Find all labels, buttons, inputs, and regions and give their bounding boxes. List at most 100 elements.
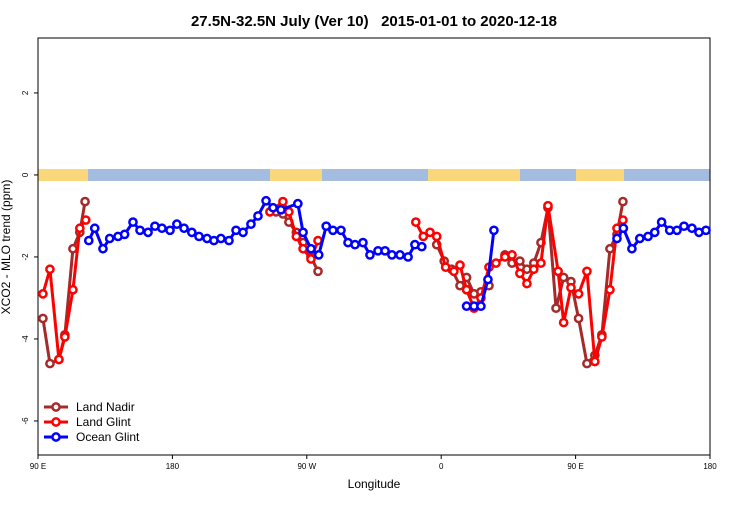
- point: [558, 317, 569, 328]
- point: [45, 264, 55, 275]
- point: [573, 313, 584, 324]
- point: [261, 195, 271, 206]
- x-tick-label: 0: [439, 462, 444, 471]
- point: [553, 266, 563, 277]
- point: [186, 227, 197, 238]
- legend-label: Land Glint: [76, 415, 131, 429]
- point: [649, 227, 660, 238]
- land-strip: [576, 169, 624, 181]
- point: [489, 225, 499, 236]
- point: [246, 219, 256, 230]
- x-axis-label: Longitude: [348, 477, 401, 491]
- point: [656, 217, 667, 227]
- point: [268, 202, 278, 213]
- point: [74, 223, 85, 234]
- point: [68, 243, 78, 254]
- land-ocean-strip: [38, 169, 710, 181]
- point: [528, 264, 539, 275]
- point: [306, 243, 316, 254]
- y-axis-label: XCO2 - MLO trend (ppm): [0, 180, 13, 315]
- point: [350, 239, 360, 250]
- land-strip: [38, 169, 88, 181]
- legend-marker: [51, 417, 61, 427]
- point: [573, 289, 584, 299]
- point: [491, 258, 501, 268]
- point: [643, 231, 653, 242]
- point: [291, 231, 302, 242]
- legend-label: Ocean Glint: [76, 430, 140, 444]
- point: [98, 243, 108, 254]
- point: [605, 284, 615, 295]
- point: [395, 250, 405, 260]
- point: [461, 284, 472, 295]
- point: [38, 289, 48, 299]
- point: [292, 198, 303, 209]
- point: [543, 200, 553, 211]
- point: [216, 233, 226, 244]
- land-strip: [428, 169, 520, 181]
- legend-marker: [51, 432, 61, 442]
- plot-frame: [37, 37, 711, 456]
- point: [507, 250, 517, 260]
- point: [253, 211, 263, 221]
- point: [612, 233, 622, 244]
- point: [336, 225, 346, 236]
- point: [634, 233, 645, 244]
- y-tick-label: 0: [21, 172, 30, 177]
- point: [80, 215, 91, 225]
- point: [45, 358, 55, 369]
- point: [418, 231, 429, 242]
- point: [551, 303, 561, 314]
- y-tick-label: -6: [21, 417, 30, 425]
- point: [387, 250, 397, 260]
- point: [179, 223, 189, 234]
- point: [582, 358, 592, 369]
- point: [89, 223, 100, 234]
- x-tick-label: 90 E: [30, 462, 46, 471]
- point: [238, 227, 248, 238]
- chart-title: 27.5N-32.5N July (Ver 10) 2015-01-01 to …: [191, 13, 557, 30]
- point: [403, 252, 413, 262]
- point: [416, 241, 427, 252]
- point: [119, 229, 130, 240]
- point: [449, 266, 459, 277]
- point: [194, 231, 204, 242]
- point: [306, 254, 316, 264]
- point: [425, 227, 435, 238]
- y-tick-label: -4: [21, 335, 30, 343]
- point: [328, 225, 338, 236]
- point: [165, 225, 175, 236]
- point: [358, 237, 368, 248]
- point: [618, 215, 628, 225]
- y-tick-label: -2: [21, 253, 30, 261]
- point: [135, 225, 145, 236]
- point: [431, 231, 442, 242]
- point: [455, 280, 465, 291]
- point: [461, 301, 472, 312]
- point: [515, 268, 525, 279]
- point: [143, 227, 153, 238]
- point: [321, 221, 332, 232]
- point: [104, 233, 115, 244]
- point: [380, 245, 390, 256]
- point: [298, 227, 308, 238]
- point: [68, 284, 78, 295]
- point: [298, 243, 308, 254]
- point: [38, 313, 48, 324]
- point: [566, 282, 576, 293]
- point: [83, 235, 94, 246]
- point: [313, 250, 324, 260]
- point: [605, 243, 615, 254]
- point: [172, 219, 182, 230]
- point: [80, 196, 90, 207]
- point: [157, 223, 167, 234]
- point: [54, 354, 64, 365]
- point: [672, 225, 682, 236]
- point: [313, 266, 323, 277]
- point: [536, 258, 546, 268]
- point: [618, 196, 628, 207]
- point: [455, 260, 465, 271]
- point: [627, 243, 637, 254]
- x-tick-label: 90 E: [567, 462, 583, 471]
